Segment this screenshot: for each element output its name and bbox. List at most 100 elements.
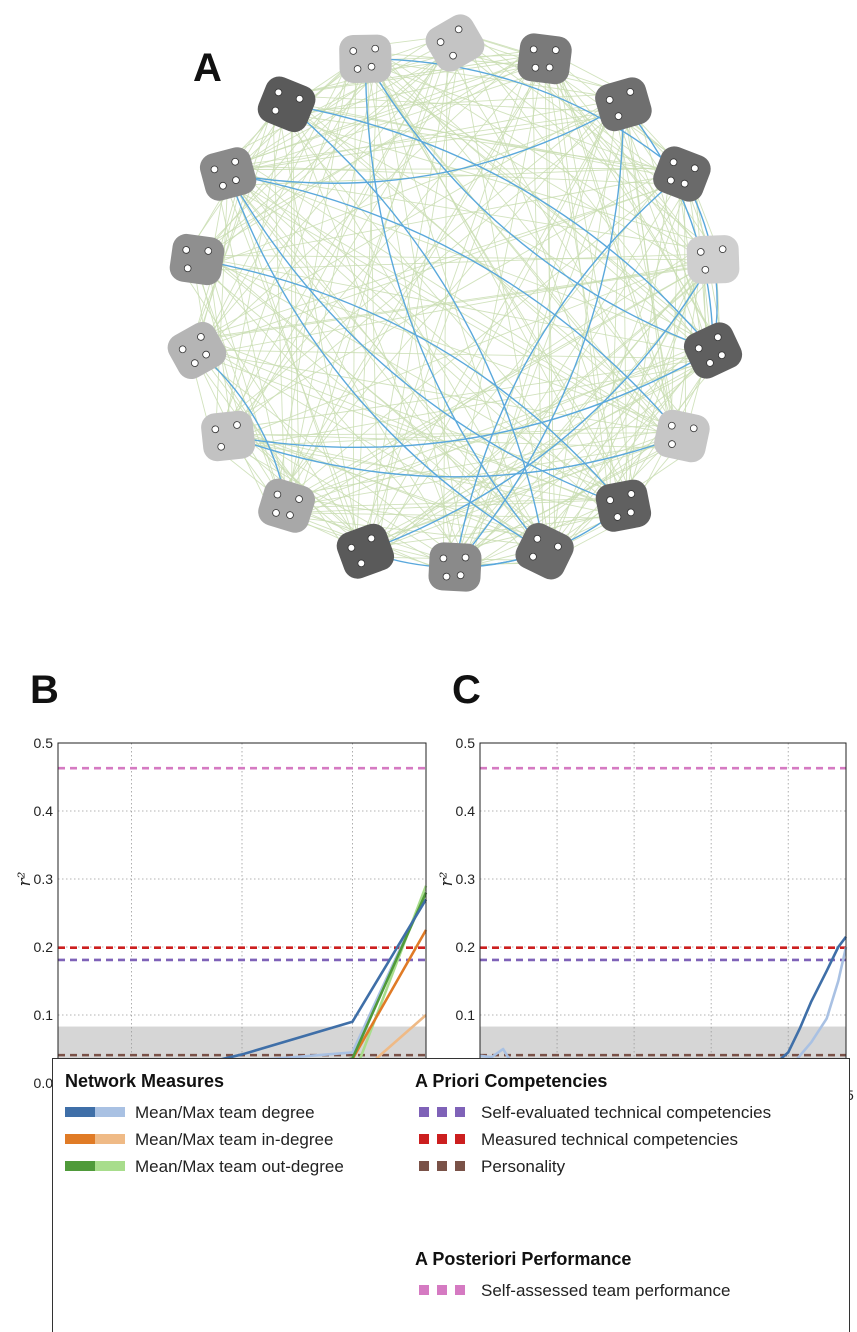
weak-edge bbox=[358, 54, 715, 344]
weak-edge bbox=[356, 71, 379, 546]
y-tick-label: 0.4 bbox=[456, 803, 476, 819]
weak-edge bbox=[377, 47, 461, 547]
member-dot bbox=[353, 65, 362, 73]
weak-edge bbox=[291, 102, 300, 503]
member-dot bbox=[626, 88, 635, 96]
weak-edge bbox=[621, 90, 628, 495]
team-shape bbox=[425, 14, 485, 72]
member-dot bbox=[627, 508, 635, 517]
member-dot bbox=[706, 359, 714, 367]
legend-swatch-max bbox=[95, 1161, 125, 1171]
member-dot bbox=[273, 490, 282, 499]
member-dot bbox=[554, 542, 562, 551]
weak-edge bbox=[216, 426, 558, 546]
legend-swatch-max bbox=[95, 1107, 125, 1117]
weak-edge bbox=[372, 63, 628, 499]
weak-edge bbox=[227, 431, 625, 518]
member-dot bbox=[211, 425, 220, 434]
weak-edge bbox=[278, 116, 716, 247]
weak-edge bbox=[378, 50, 468, 574]
weak-edge bbox=[186, 104, 283, 356]
member-dot bbox=[436, 38, 445, 46]
legend-swatch-mean bbox=[65, 1134, 95, 1144]
weak-edge bbox=[196, 52, 374, 263]
team-shape bbox=[515, 522, 574, 580]
strong-edge bbox=[227, 173, 624, 507]
strong-edge bbox=[227, 173, 545, 552]
panel-label-c: C bbox=[452, 668, 481, 712]
weak-edge bbox=[225, 51, 545, 437]
weak-edge bbox=[217, 92, 620, 427]
strong-edge bbox=[196, 258, 624, 507]
member-dot bbox=[691, 164, 699, 173]
weak-edge bbox=[227, 64, 538, 167]
team-shape bbox=[595, 77, 652, 132]
member-dot bbox=[367, 534, 376, 543]
weak-edge bbox=[278, 99, 696, 182]
weak-edge bbox=[195, 253, 703, 272]
weak-edge bbox=[284, 67, 376, 514]
weak-edge bbox=[549, 363, 718, 564]
team-shape bbox=[199, 147, 257, 201]
weak-edge bbox=[185, 253, 726, 359]
weak-edge bbox=[183, 272, 358, 539]
legend-apriori-item: Personality bbox=[481, 1157, 566, 1176]
teams bbox=[167, 14, 743, 592]
legend-dash-swatch bbox=[455, 1134, 465, 1144]
member-dot bbox=[667, 176, 675, 185]
weak-edge bbox=[227, 162, 682, 424]
weak-edge bbox=[374, 65, 691, 182]
weak-edge bbox=[219, 163, 460, 557]
weak-edge bbox=[371, 269, 711, 558]
y-axis-label: r² bbox=[15, 871, 35, 886]
strong-edge bbox=[227, 435, 683, 478]
legend-dash-swatch bbox=[455, 1285, 465, 1295]
weak-edge bbox=[215, 167, 229, 433]
legend-dash-swatch bbox=[419, 1161, 429, 1171]
legend-dash-swatch bbox=[455, 1107, 465, 1117]
member-dot bbox=[295, 495, 303, 503]
member-dot bbox=[605, 96, 614, 104]
weak-edge bbox=[240, 104, 625, 425]
member-dot bbox=[274, 88, 283, 97]
legend-dash-swatch bbox=[437, 1285, 447, 1295]
strong-edge bbox=[286, 103, 714, 351]
member-dot bbox=[533, 534, 542, 543]
team-shape bbox=[201, 410, 256, 462]
legend-network-item: Mean/Max team out-degree bbox=[135, 1157, 344, 1176]
y-tick-label: 0.4 bbox=[34, 803, 54, 819]
weak-edge bbox=[238, 433, 682, 450]
team-shape bbox=[654, 409, 710, 463]
team-node bbox=[257, 76, 316, 133]
team-shape bbox=[517, 33, 572, 85]
team-node bbox=[201, 410, 256, 462]
strong-edge bbox=[364, 58, 546, 552]
member-dot bbox=[461, 553, 470, 562]
member-dot bbox=[442, 572, 451, 581]
member-dot bbox=[696, 248, 705, 256]
weak-edge bbox=[298, 263, 708, 495]
weak-edge bbox=[277, 67, 543, 502]
y-axis-label: r² bbox=[437, 871, 457, 886]
team-shape bbox=[595, 479, 652, 532]
strong-edge bbox=[454, 173, 683, 568]
y-tick-label: 0.3 bbox=[456, 871, 476, 887]
legend-dash-swatch bbox=[419, 1285, 429, 1295]
weak-edge bbox=[209, 254, 559, 551]
member-dot bbox=[718, 245, 727, 253]
member-dot bbox=[439, 554, 448, 563]
weak-edge bbox=[197, 102, 633, 271]
strong-edge bbox=[227, 349, 714, 449]
weak-edge bbox=[467, 32, 681, 188]
team-node bbox=[428, 542, 482, 592]
member-dot bbox=[210, 165, 219, 174]
member-dot bbox=[183, 264, 192, 273]
panel-label-b: B bbox=[30, 668, 59, 712]
member-dot bbox=[272, 509, 280, 517]
weak-edge bbox=[274, 91, 362, 558]
panel-label-a: A bbox=[193, 46, 222, 90]
weak-edge bbox=[544, 57, 556, 558]
member-dot bbox=[371, 44, 380, 53]
member-dot bbox=[202, 350, 210, 359]
weak-edge bbox=[359, 65, 538, 563]
